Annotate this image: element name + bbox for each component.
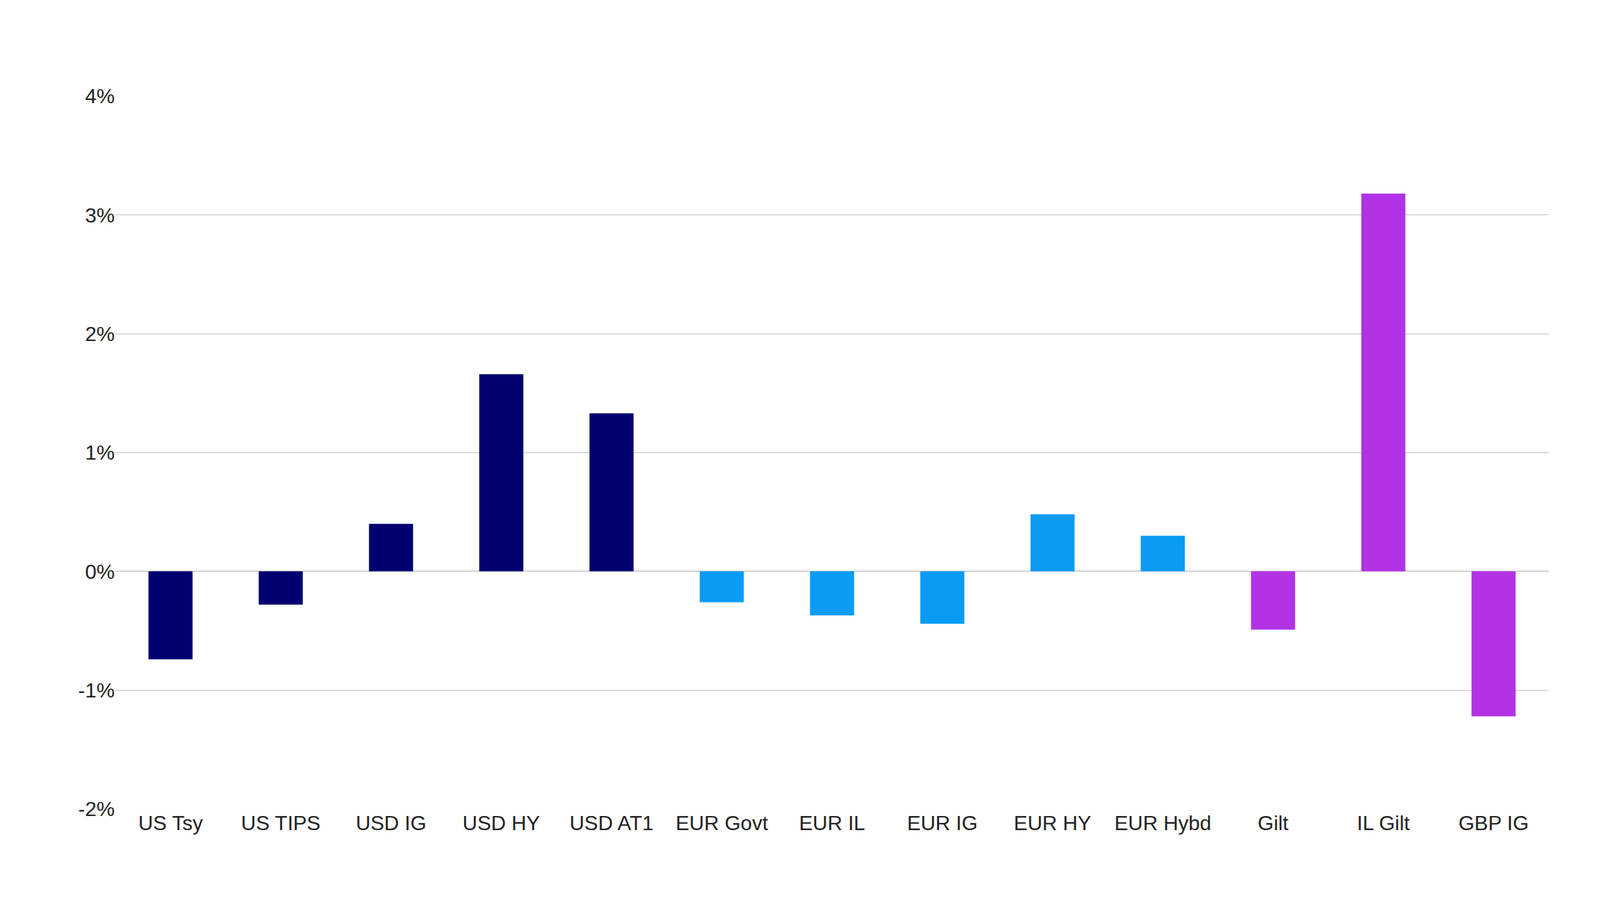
svg-text:US TIPS: US TIPS: [241, 811, 321, 835]
svg-text:EUR HY: EUR HY: [1014, 811, 1092, 835]
svg-text:3%: 3%: [85, 203, 115, 227]
svg-text:EUR Hybd: EUR Hybd: [1114, 811, 1211, 835]
svg-text:1%: 1%: [85, 441, 115, 465]
svg-text:0%: 0%: [85, 560, 115, 584]
svg-text:IL Gilt: IL Gilt: [1357, 811, 1411, 835]
svg-text:-2%: -2%: [78, 797, 115, 821]
svg-text:-1%: -1%: [78, 678, 115, 702]
svg-text:USD AT1: USD AT1: [569, 811, 654, 835]
svg-text:EUR Govt: EUR Govt: [675, 811, 768, 835]
svg-text:USD HY: USD HY: [462, 811, 541, 835]
svg-text:Gilt: Gilt: [1257, 811, 1289, 835]
svg-text:GBP IG: GBP IG: [1458, 811, 1529, 835]
svg-text:2%: 2%: [85, 322, 115, 346]
svg-text:US Tsy: US Tsy: [138, 811, 204, 835]
svg-text:USD IG: USD IG: [355, 811, 427, 835]
svg-text:EUR IL: EUR IL: [798, 811, 865, 835]
svg-text:4%: 4%: [85, 84, 115, 108]
svg-text:EUR IG: EUR IG: [907, 811, 978, 835]
